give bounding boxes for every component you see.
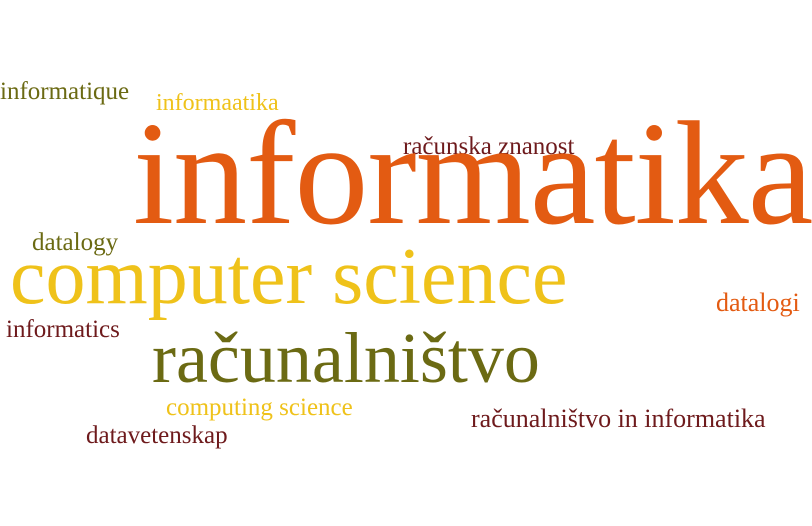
- word-informaatika: informaatika: [156, 90, 279, 116]
- word-datalogy: datalogy: [32, 229, 119, 256]
- word-racunalnistvo-in-informatika: računalništvo in informatika: [471, 404, 766, 433]
- word-datalogi: datalogi: [716, 288, 800, 317]
- word-datavetenskap: datavetenskap: [86, 422, 228, 449]
- word-racunalnistvo: računalništvo: [152, 318, 540, 398]
- word-informatics: informatics: [6, 316, 120, 343]
- word-computer-science: computer science: [10, 233, 568, 321]
- word-informatique: informatique: [0, 78, 130, 105]
- word-informatika: informatika: [133, 92, 812, 256]
- word-computing-science: computing science: [166, 394, 353, 421]
- word-racunska-znanost: računska znanost: [403, 133, 575, 160]
